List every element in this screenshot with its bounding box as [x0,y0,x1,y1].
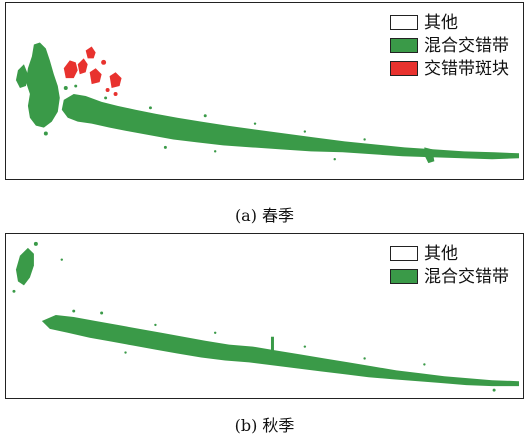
legend-item-other: 其他 [390,242,509,265]
green-square-icon [390,38,418,53]
mixed-zone-noise [43,84,366,161]
autumn-map [12,241,520,392]
legend-label: 混合交错带 [424,35,509,56]
transition-patch-region [63,46,122,96]
legend-autumn: 其他 混合交错带 [390,242,509,288]
white-square-icon [390,15,418,30]
mixed-zone-region [15,42,520,164]
legend-spring: 其他 混合交错带 交错带斑块 [390,11,509,80]
spring-map [15,42,520,164]
legend-item-other: 其他 [390,11,509,34]
map-panel-spring: 其他 混合交错带 交错带斑块 [5,2,524,180]
legend-item-mixed-zone: 混合交错带 [390,265,509,288]
green-square-icon [390,269,418,284]
legend-item-mixed-zone: 混合交错带 [390,34,509,57]
legend-label: 其他 [424,12,458,33]
mixed-zone-noise [12,241,496,392]
caption-autumn: (b) 秋季 [234,416,295,435]
legend-label: 其他 [424,243,458,264]
legend-label: 混合交错带 [424,266,509,287]
red-square-icon [390,61,418,76]
legend-item-patch: 交错带斑块 [390,57,509,80]
map-panel-autumn: 其他 混合交错带 [5,233,524,399]
caption-spring: (a) 春季 [234,206,295,225]
white-square-icon [390,246,418,261]
legend-label: 交错带斑块 [424,58,509,79]
mixed-zone-region [15,247,520,387]
